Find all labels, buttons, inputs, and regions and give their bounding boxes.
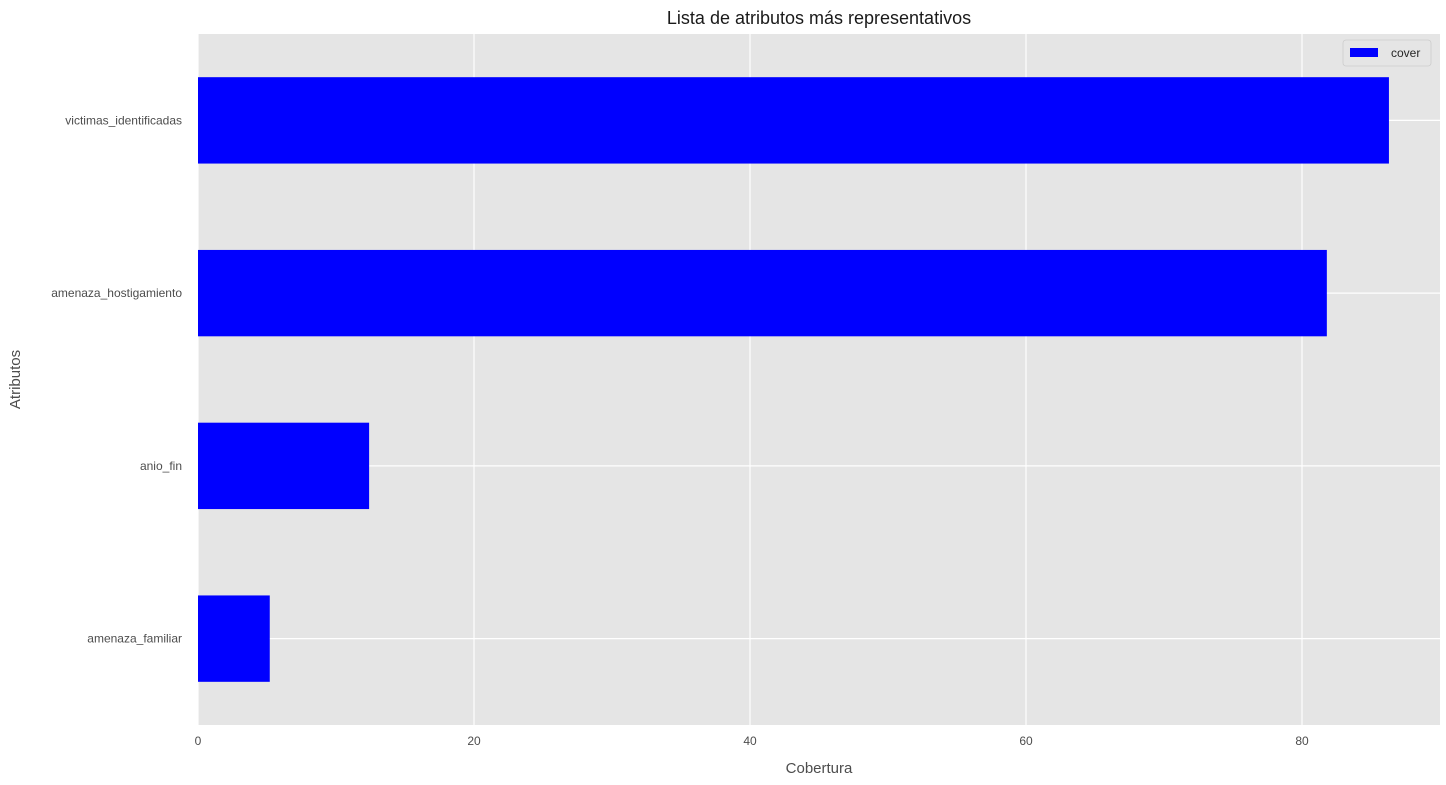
legend-swatch (1350, 48, 1378, 57)
legend-label: cover (1391, 46, 1420, 60)
legend-box (1342, 39, 1432, 67)
y-tick-label: victimas_identificadas (65, 113, 182, 127)
bar-amenaza_hostigamiento (198, 249, 1327, 337)
bar-anio_fin (198, 422, 370, 510)
x-tick-label: 80 (1295, 734, 1309, 748)
x-tick-label: 40 (743, 734, 757, 748)
bar-amenaza_familiar (198, 595, 270, 682)
x-tick-labels: 0 20 40 60 80 (195, 734, 1309, 748)
y-tick-label: anio_fin (140, 459, 182, 473)
y-axis-label: Atributos (7, 350, 24, 409)
x-tick-label: 0 (195, 734, 202, 748)
chart-title: Lista de atributos más representativos (667, 8, 971, 28)
x-tick-label: 60 (1019, 734, 1033, 748)
y-tick-labels: victimas_identificadas amenaza_hostigamie… (51, 113, 182, 645)
y-tick-label: amenaza_hostigamiento (51, 286, 182, 300)
bar-victimas_identificadas (198, 77, 1389, 164)
bars (198, 77, 1389, 682)
legend: cover (1342, 39, 1432, 67)
x-tick-label: 20 (467, 734, 481, 748)
y-tick-label: amenaza_familiar (87, 632, 182, 646)
x-axis-label: Cobertura (786, 760, 853, 777)
